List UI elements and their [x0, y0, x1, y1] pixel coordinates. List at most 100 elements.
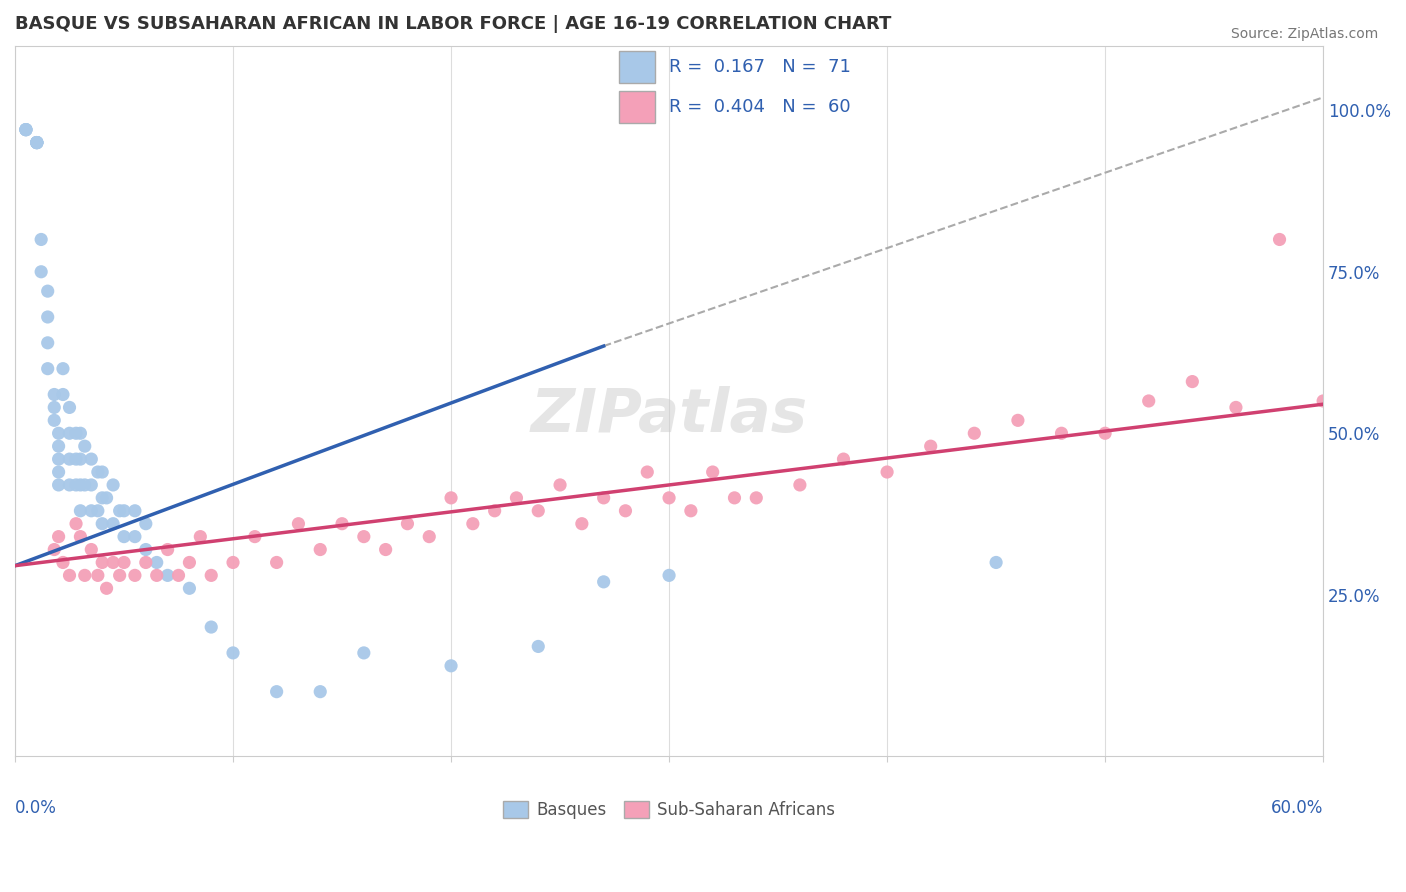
Point [876, 465, 898, 479]
Point [37, 361, 59, 376]
Point [1181, 375, 1204, 389]
Point [135, 556, 157, 570]
Point [52, 361, 75, 376]
Point [145, 568, 167, 582]
Point [44, 387, 66, 401]
Point [80, 452, 103, 467]
Text: ZIPatlas: ZIPatlas [530, 385, 807, 445]
Point [44, 542, 66, 557]
Point [69, 530, 91, 544]
Point [48, 426, 70, 441]
Point [69, 426, 91, 441]
Point [48, 465, 70, 479]
Point [52, 556, 75, 570]
Point [44, 413, 66, 427]
Point [58, 452, 80, 467]
Point [25, 136, 48, 150]
Point [723, 491, 745, 505]
Point [440, 491, 463, 505]
Point [353, 646, 375, 660]
Point [48, 478, 70, 492]
Point [58, 568, 80, 582]
FancyBboxPatch shape [619, 51, 655, 83]
Point [14, 122, 37, 136]
Point [527, 640, 550, 654]
Point [80, 478, 103, 492]
Point [636, 465, 658, 479]
Point [65, 516, 87, 531]
Point [287, 516, 309, 531]
Point [243, 530, 266, 544]
Point [1225, 401, 1247, 415]
Point [179, 556, 201, 570]
Point [135, 542, 157, 557]
Point [920, 439, 942, 453]
Point [65, 478, 87, 492]
Point [124, 504, 146, 518]
Point [832, 452, 855, 467]
Point [167, 568, 190, 582]
Point [108, 568, 131, 582]
Text: R =  0.167   N =  71: R = 0.167 N = 71 [669, 58, 851, 76]
Point [124, 568, 146, 582]
Point [65, 426, 87, 441]
Point [69, 452, 91, 467]
Point [418, 530, 440, 544]
Point [58, 401, 80, 415]
Point [30, 265, 52, 279]
Point [91, 516, 114, 531]
Point [571, 516, 593, 531]
Point [156, 568, 179, 582]
Point [91, 556, 114, 570]
Point [592, 574, 614, 589]
Point [679, 504, 702, 518]
Text: BASQUE VS SUBSAHARAN AFRICAN IN LABOR FORCE | AGE 16-19 CORRELATION CHART: BASQUE VS SUBSAHARAN AFRICAN IN LABOR FO… [15, 15, 891, 33]
Point [80, 504, 103, 518]
Point [112, 556, 135, 570]
Point [745, 491, 768, 505]
Point [48, 439, 70, 453]
Point [505, 491, 527, 505]
Point [222, 646, 245, 660]
Point [396, 516, 419, 531]
Point [30, 232, 52, 246]
Point [91, 491, 114, 505]
Point [58, 426, 80, 441]
Point [112, 504, 135, 518]
Point [101, 516, 124, 531]
Point [96, 582, 118, 596]
Legend: Basques, Sub-Saharan Africans: Basques, Sub-Saharan Africans [496, 795, 842, 826]
Point [14, 122, 37, 136]
Text: Source: ZipAtlas.com: Source: ZipAtlas.com [1230, 27, 1378, 41]
Point [135, 516, 157, 531]
Point [73, 568, 96, 582]
Point [25, 136, 48, 150]
Point [527, 504, 550, 518]
Point [353, 530, 375, 544]
Point [266, 684, 288, 698]
Point [25, 136, 48, 150]
Point [984, 556, 1007, 570]
Point [96, 491, 118, 505]
Point [1137, 394, 1160, 409]
Point [48, 530, 70, 544]
Point [1268, 232, 1291, 246]
Text: R =  0.404   N =  60: R = 0.404 N = 60 [669, 98, 851, 116]
Point [87, 568, 110, 582]
Point [14, 122, 37, 136]
Point [592, 491, 614, 505]
Point [266, 556, 288, 570]
Point [702, 465, 724, 479]
Point [1312, 394, 1334, 409]
Point [37, 310, 59, 324]
Point [80, 542, 103, 557]
Point [73, 439, 96, 453]
Point [124, 530, 146, 544]
Point [37, 284, 59, 298]
Point [25, 136, 48, 150]
Point [200, 568, 222, 582]
Point [44, 401, 66, 415]
Point [440, 658, 463, 673]
Point [91, 465, 114, 479]
Point [87, 465, 110, 479]
